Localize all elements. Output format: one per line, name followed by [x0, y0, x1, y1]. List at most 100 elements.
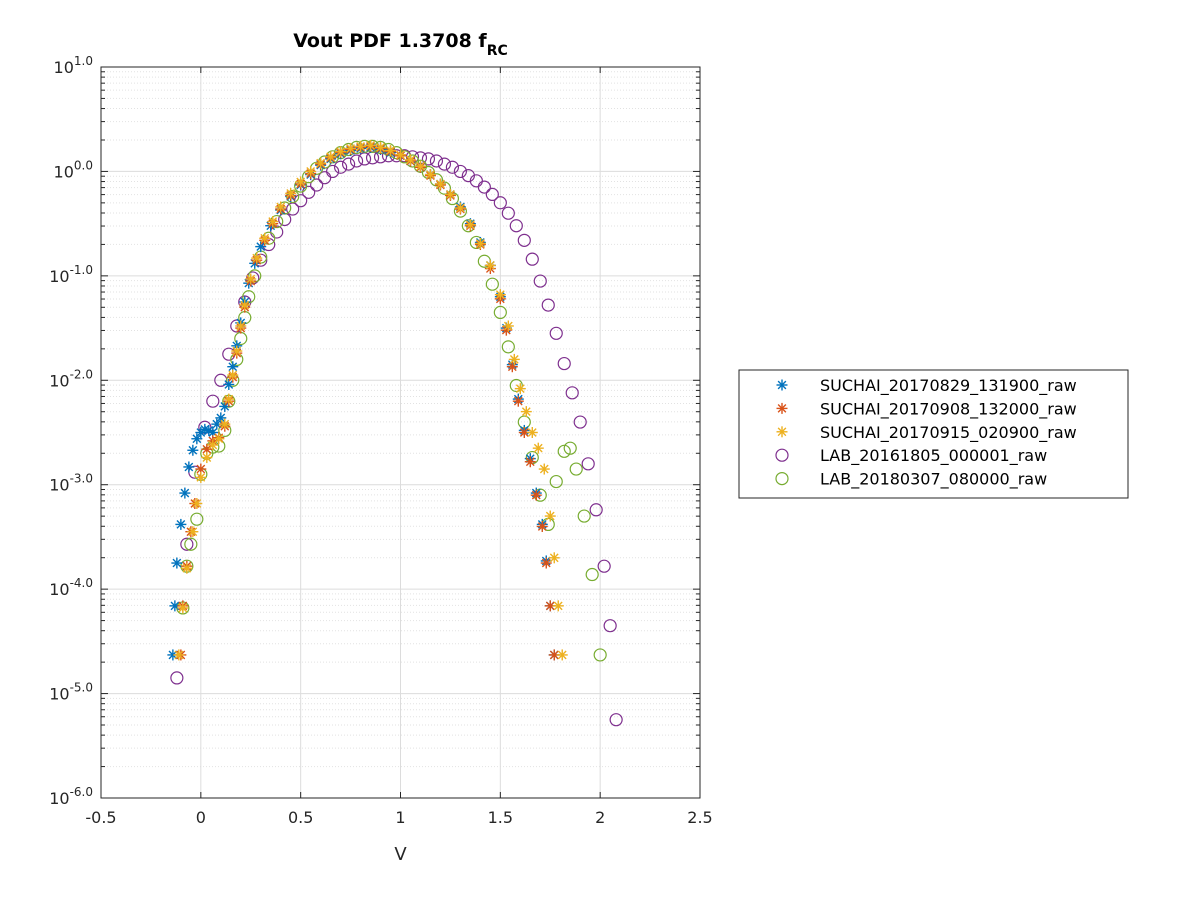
legend-label: SUCHAI_20170915_020900_raw	[820, 423, 1077, 443]
series-4-point	[589, 503, 603, 517]
series-3-point	[538, 463, 550, 475]
y-tick-label: 10-4.0	[49, 576, 93, 599]
series-3-point	[355, 140, 367, 152]
series-4-point	[609, 713, 623, 727]
series-4-point	[557, 356, 571, 371]
legend-item-5: LAB_20180307_080000_raw	[775, 470, 1047, 490]
series-1-point	[171, 557, 183, 569]
series-1-point	[183, 461, 195, 473]
y-tick-label: 10-2.0	[49, 367, 93, 390]
series-4-point	[493, 196, 507, 210]
legend-label: LAB_20161805_000001_raw	[820, 446, 1047, 466]
series-3-point	[385, 145, 397, 157]
series-4-point	[517, 233, 531, 247]
legend-label: LAB_20180307_080000_raw	[820, 470, 1047, 490]
y-tick-label: 10-3.0	[49, 472, 93, 495]
series-1-point	[215, 412, 227, 424]
series-4-point	[180, 537, 194, 551]
series-3-point	[259, 232, 271, 244]
legend-item-2-point	[776, 402, 788, 414]
series-2-point	[524, 456, 536, 468]
series-3-point	[494, 289, 506, 301]
y-tick-label: 101.0	[54, 54, 93, 77]
series-5-point	[190, 512, 204, 526]
series-5-point	[557, 444, 571, 458]
legend-item-3: SUCHAI_20170915_020900_raw	[776, 423, 1077, 443]
series-3-point	[245, 273, 257, 285]
series-5-point	[437, 181, 452, 195]
series-3-point	[325, 151, 337, 163]
y-tick-labels: 101.0 100.0 10-1.0 10-2.0 10-3.0 10-4.0 10-5.0…	[49, 54, 93, 808]
series-4-point	[453, 164, 467, 179]
series-3-point	[526, 427, 538, 438]
series-2-point	[512, 395, 524, 407]
series-3-point	[295, 176, 307, 188]
x-tick-label: 2.5	[687, 808, 712, 827]
series-5-point	[577, 509, 591, 523]
series-2-point	[540, 557, 552, 569]
series-3-point	[434, 178, 446, 190]
series-1-point	[191, 433, 203, 445]
series-4-point	[310, 178, 324, 192]
series-4-point	[334, 160, 348, 174]
chart-title-subscript: RC	[487, 43, 508, 59]
series-3-point	[227, 369, 239, 381]
legend-item-1-point	[776, 379, 788, 391]
series-layer	[167, 139, 623, 727]
series-3-point	[219, 418, 231, 430]
series-4-point	[349, 154, 364, 168]
series-4-point	[541, 298, 555, 312]
legend: SUCHAI_20170829_131900_raw SUCHAI_2017090…	[738, 369, 1129, 499]
legend-label: SUCHAI_20170908_132000_raw	[820, 399, 1077, 419]
series-5-point	[242, 290, 256, 304]
x-tick-label: 1	[395, 808, 405, 827]
series-4-point	[421, 152, 436, 166]
series-1-point	[255, 241, 267, 253]
series-4-point	[477, 180, 491, 194]
series-3-point	[177, 602, 189, 614]
series-2-point	[506, 361, 518, 373]
series-3-point	[464, 219, 476, 231]
series-5-point	[563, 441, 577, 455]
series-3-point	[181, 562, 193, 574]
x-tick-label: 0.5	[288, 808, 313, 827]
series-4-point	[485, 187, 499, 202]
series-1-point	[187, 444, 199, 456]
legend-item-1: SUCHAI_20170829_131900_raw	[776, 376, 1077, 396]
series-3-point	[173, 649, 185, 661]
series-5-point	[569, 462, 583, 476]
series-3-point	[187, 526, 199, 538]
series-3-point	[335, 146, 347, 158]
series-3-point	[267, 216, 279, 228]
series-1-point	[175, 518, 187, 530]
y-tick-label: 10-1.0	[49, 263, 93, 286]
axes-box	[100, 66, 701, 799]
series-3-point	[414, 160, 426, 172]
series-3-point	[474, 237, 486, 249]
series-3-point	[502, 320, 514, 332]
series-2-point	[536, 520, 548, 532]
series-4-point	[206, 394, 220, 408]
series-3-point	[285, 187, 297, 199]
legend-item-4: LAB_20161805_000001_raw	[775, 446, 1047, 466]
series-5-point	[184, 537, 198, 551]
chart-title: Vout PDF 1.3708 fRC	[293, 30, 508, 59]
series-3-point	[345, 142, 357, 154]
series-3-point	[404, 154, 416, 166]
series-5-point	[509, 378, 523, 393]
series-4-point	[170, 671, 184, 685]
series-3-point	[235, 320, 247, 332]
legend-item-4-point	[775, 448, 789, 462]
series-1-point	[179, 487, 191, 499]
axes	[100, 66, 701, 799]
series-1-point	[223, 378, 235, 390]
series-4-point	[326, 164, 340, 179]
series-3-point	[191, 498, 203, 510]
series-5-point	[585, 567, 599, 582]
series-3-point	[201, 452, 213, 464]
series-3-point	[375, 141, 387, 153]
series-4-point	[429, 154, 444, 168]
series-3-point	[424, 169, 436, 181]
series-3-point	[552, 600, 564, 612]
x-tick-label: 1.5	[488, 808, 513, 827]
